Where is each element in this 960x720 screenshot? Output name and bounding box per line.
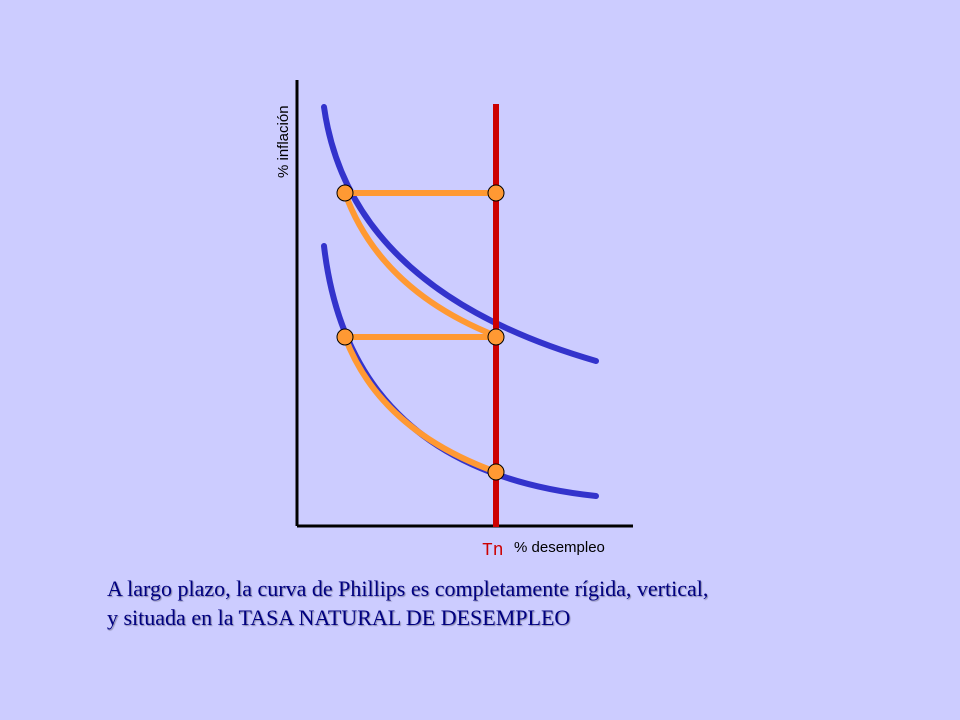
x-axis-label: % desempleo [514, 539, 605, 556]
point-natural-rate-bottom [487, 463, 505, 481]
short-run-phillips-curve-upper [321, 104, 599, 364]
adjustment-path-curve-lower [342, 334, 499, 475]
point-natural-rate-top [487, 184, 505, 202]
caption-line-2: y situada en la TASA NATURAL DE DESEMPLE… [107, 605, 571, 630]
caption-line-1: A largo plazo, la curva de Phillips es c… [107, 576, 709, 601]
natural-rate-label: Tn [482, 541, 504, 561]
point-left-upper [336, 184, 354, 202]
caption: A largo plazo, la curva de Phillips es c… [107, 574, 907, 632]
point-natural-rate-middle [487, 328, 505, 346]
point-left-lower [336, 328, 354, 346]
adjustment-path-curve-upper [342, 190, 499, 339]
y-axis-label: % inflación [275, 105, 292, 178]
